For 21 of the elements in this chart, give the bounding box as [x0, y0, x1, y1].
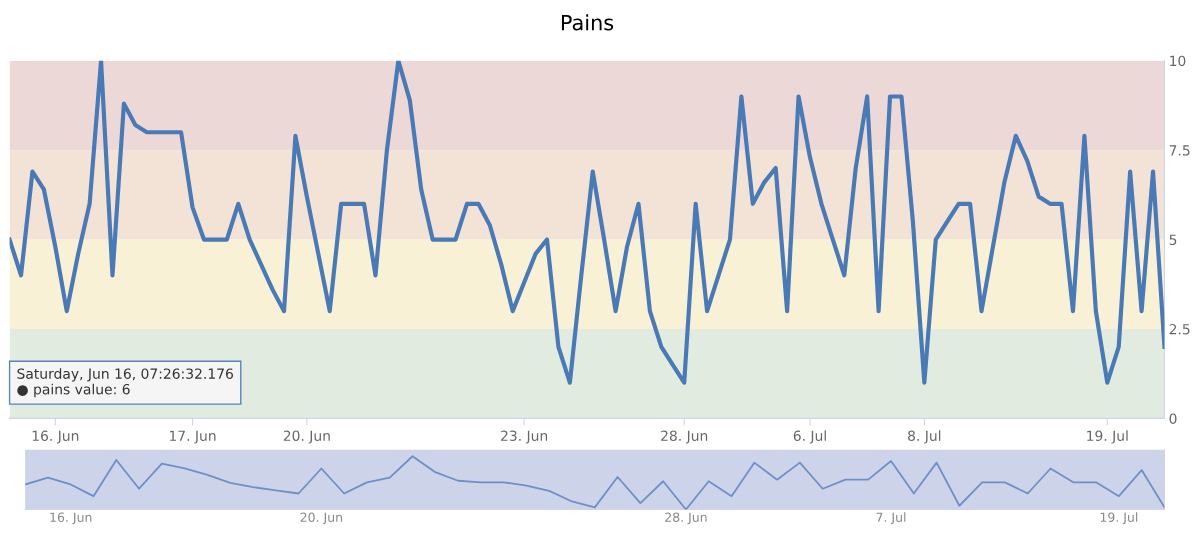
x-tick-label: 19. Jul: [1100, 512, 1138, 525]
y-tick-label: 5: [1169, 234, 1177, 246]
x-tick-label: 8. Jul: [908, 430, 941, 444]
y-tick-label: 7.5: [1169, 145, 1190, 156]
x-tick-label: 28. Jun: [665, 512, 707, 525]
x-tick-label: 20. Jun: [283, 430, 330, 444]
x-tick-label: 28. Jun: [661, 430, 708, 444]
x-tick-label: 17. Jun: [169, 430, 216, 444]
y-tick-label: 10: [1170, 55, 1186, 67]
y-tick-label: 2.5: [1169, 323, 1190, 335]
x-tick-label: 23. Jun: [501, 430, 548, 444]
line-series: [9, 60, 1165, 385]
x-tick-label: 16. Jun: [32, 430, 79, 444]
annotation: Saturday, Jun 16, 07:26:32.176 ● pains value: 6: [17, 368, 233, 398]
x-tick-label: 7. Jul: [876, 512, 906, 525]
x-tick-label: 6. Jul: [793, 430, 826, 444]
x-tick-label: 16. Jun: [50, 512, 92, 525]
chart-title: Pains: [561, 14, 614, 31]
x-tick-label: 20. Jun: [300, 512, 343, 525]
x-tick-label: 19. Jul: [1087, 430, 1128, 444]
y-tick-label: 0: [1169, 413, 1177, 424]
